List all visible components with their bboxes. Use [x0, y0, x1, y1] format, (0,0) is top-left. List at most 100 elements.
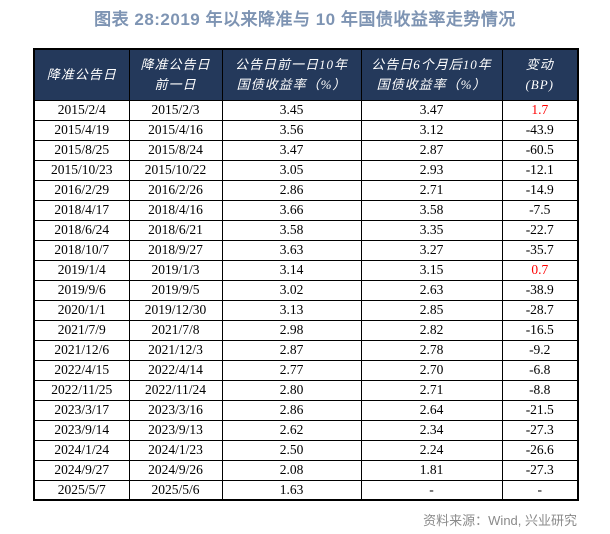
change-bp-cell: -7.5 — [501, 199, 579, 221]
yield-after-cell: 2.64 — [360, 399, 503, 421]
yield-before-cell: 2.08 — [221, 459, 362, 481]
prev-date-cell: 2015/4/16 — [128, 119, 223, 141]
announce-date-cell: 2025/5/7 — [33, 479, 130, 501]
prev-date-cell: 2021/12/3 — [128, 339, 223, 361]
table-row: 2019/1/4 2019/1/3 3.14 3.15 0.7 — [33, 259, 579, 281]
announce-date-cell: 2015/4/19 — [33, 119, 130, 141]
yield-before-cell: 2.80 — [221, 379, 362, 401]
yield-before-cell: 3.56 — [221, 119, 362, 141]
yield-before-cell: 2.87 — [221, 339, 362, 361]
table-row: 2015/10/23 2015/10/22 3.05 2.93 -12.1 — [33, 159, 579, 181]
table-body: 2015/2/4 2015/2/3 3.45 3.47 1.7 2015/4/19 2015… — [33, 99, 579, 501]
change-bp-cell: -28.7 — [501, 299, 579, 321]
yield-after-cell: 3.27 — [360, 239, 503, 261]
change-bp-cell: -21.5 — [501, 399, 579, 421]
prev-date-cell: 2016/2/26 — [128, 179, 223, 201]
change-bp-cell: -22.7 — [501, 219, 579, 241]
yield-after-cell: 2.85 — [360, 299, 503, 321]
change-bp-cell: -27.3 — [501, 419, 579, 441]
table-row: 2015/4/19 2015/4/16 3.56 3.12 -43.9 — [33, 119, 579, 141]
yield-before-cell: 2.62 — [221, 419, 362, 441]
prev-date-cell: 2018/6/21 — [128, 219, 223, 241]
table-row: 2018/4/17 2018/4/16 3.66 3.58 -7.5 — [33, 199, 579, 221]
prev-date-cell: 2021/7/8 — [128, 319, 223, 341]
yield-after-cell: 2.87 — [360, 139, 503, 161]
yield-after-cell: 2.93 — [360, 159, 503, 181]
yield-after-cell: 2.24 — [360, 439, 503, 461]
column-header-1: 降准公告日 — [33, 48, 130, 101]
change-bp-cell: -8.8 — [501, 379, 579, 401]
yield-after-cell: 2.71 — [360, 379, 503, 401]
change-bp-cell: -9.2 — [501, 339, 579, 361]
yield-after-cell: 2.82 — [360, 319, 503, 341]
yield-before-cell: 3.47 — [221, 139, 362, 161]
yield-before-cell: 2.50 — [221, 439, 362, 461]
table-row: 2023/9/14 2023/9/13 2.62 2.34 -27.3 — [33, 419, 579, 441]
yield-before-cell: 3.63 — [221, 239, 362, 261]
table-row: 2021/12/6 2021/12/3 2.87 2.78 -9.2 — [33, 339, 579, 361]
change-bp-cell: -14.9 — [501, 179, 579, 201]
announce-date-cell: 2022/11/25 — [33, 379, 130, 401]
yield-after-cell: 2.63 — [360, 279, 503, 301]
prev-date-cell: 2022/11/24 — [128, 379, 223, 401]
column-header-2: 降准公告日 前一日 — [128, 48, 223, 101]
prev-date-cell: 2015/2/3 — [128, 99, 223, 121]
table-row: 2024/1/24 2024/1/23 2.50 2.24 -26.6 — [33, 439, 579, 461]
prev-date-cell: 2019/12/30 — [128, 299, 223, 321]
announce-date-cell: 2015/10/23 — [33, 159, 130, 181]
announce-date-cell: 2020/1/1 — [33, 299, 130, 321]
table-row: 2024/9/27 2024/9/26 2.08 1.81 -27.3 — [33, 459, 579, 481]
column-header-3: 公告日前一日10年 国债收益率（%） — [221, 48, 362, 101]
yield-after-cell: 2.70 — [360, 359, 503, 381]
table-row: 2020/1/1 2019/12/30 3.13 2.85 -28.7 — [33, 299, 579, 321]
announce-date-cell: 2019/9/6 — [33, 279, 130, 301]
change-bp-cell: 1.7 — [501, 99, 579, 121]
change-bp-cell: -12.1 — [501, 159, 579, 181]
announce-date-cell: 2021/12/6 — [33, 339, 130, 361]
table-row: 2016/2/29 2016/2/26 2.86 2.71 -14.9 — [33, 179, 579, 201]
yield-before-cell: 2.86 — [221, 179, 362, 201]
yield-after-cell: 3.15 — [360, 259, 503, 281]
table-row: 2022/11/25 2022/11/24 2.80 2.71 -8.8 — [33, 379, 579, 401]
prev-date-cell: 2018/4/16 — [128, 199, 223, 221]
table-row: 2025/5/7 2025/5/6 1.63- - — [33, 479, 579, 501]
yield-after-cell: 3.35 — [360, 219, 503, 241]
yield-before-cell: 3.05 — [221, 159, 362, 181]
prev-date-cell: 2025/5/6 — [128, 479, 223, 501]
change-bp-cell: -43.9 — [501, 119, 579, 141]
header-row: 降准公告日 降准公告日 前一日 公告日前一日10年 国债收益率（%） 公告日6个月后10年… — [33, 48, 579, 101]
announce-date-cell: 2023/3/17 — [33, 399, 130, 421]
yield-before-cell: 2.86 — [221, 399, 362, 421]
source-note: 资料来源：Wind, 兴业研究 — [423, 513, 577, 528]
column-header-5: 变动 (BP) — [501, 48, 579, 101]
change-bp-cell: -38.9 — [501, 279, 579, 301]
table-row: 2023/3/17 2023/3/16 2.86 2.64 -21.5 — [33, 399, 579, 421]
yield-before-cell: 3.02 — [221, 279, 362, 301]
yield-after-cell: 2.78 — [360, 339, 503, 361]
announce-date-cell: 2024/1/24 — [33, 439, 130, 461]
announce-date-cell: 2023/9/14 — [33, 419, 130, 441]
yield-after-cell: 1.81 — [360, 459, 503, 481]
change-bp-cell: -26.6 — [501, 439, 579, 461]
yield-before-cell: 3.66 — [221, 199, 362, 221]
yield-before-cell: 3.58 — [221, 219, 362, 241]
prev-date-cell: 2019/1/3 — [128, 259, 223, 281]
table-row: 2022/4/15 2022/4/14 2.77 2.70 -6.8 — [33, 359, 579, 381]
announce-date-cell: 2018/10/7 — [33, 239, 130, 261]
prev-date-cell: 2023/3/16 — [128, 399, 223, 421]
change-bp-cell: -35.7 — [501, 239, 579, 261]
prev-date-cell: 2018/9/27 — [128, 239, 223, 261]
yield-before-cell: 1.63 — [221, 479, 362, 501]
prev-date-cell: 2024/1/23 — [128, 439, 223, 461]
announce-date-cell: 2018/4/17 — [33, 199, 130, 221]
report-figure-page: 图表 28:2019 年以来降准与 10 年国债收益率走势情况 降准公告日 降准公… — [0, 5, 610, 534]
change-bp-cell: -6.8 — [501, 359, 579, 381]
announce-date-cell: 2016/2/29 — [33, 179, 130, 201]
prev-date-cell: 2015/8/24 — [128, 139, 223, 161]
prev-date-cell: 2022/4/14 — [128, 359, 223, 381]
table-row: 2015/8/25 2015/8/24 3.47 2.87 -60.5 — [33, 139, 579, 161]
table-row: 2018/6/24 2018/6/21 3.58 3.35 -22.7 — [33, 219, 579, 241]
yield-after-cell: 2.71 — [360, 179, 503, 201]
prev-date-cell: 2024/9/26 — [128, 459, 223, 481]
announce-date-cell: 2018/6/24 — [33, 219, 130, 241]
